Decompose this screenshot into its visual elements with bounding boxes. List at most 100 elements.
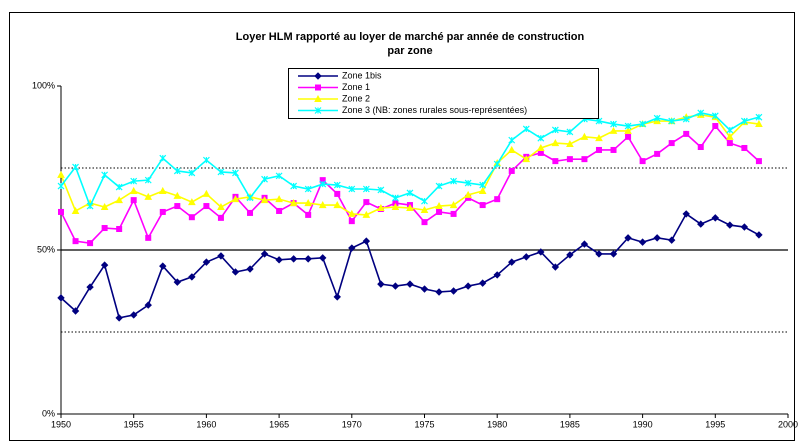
marker xyxy=(566,140,574,148)
marker xyxy=(638,238,647,246)
marker xyxy=(551,263,560,271)
marker xyxy=(725,132,734,140)
marker xyxy=(347,209,356,217)
marker xyxy=(275,256,283,264)
marker xyxy=(478,186,487,194)
marker xyxy=(362,237,371,245)
marker xyxy=(203,203,210,210)
marker xyxy=(435,288,443,296)
marker xyxy=(435,182,443,190)
marker xyxy=(697,220,705,228)
legend-label: Zone 1bis xyxy=(342,70,382,80)
marker xyxy=(682,210,690,218)
x-tick-label: 1990 xyxy=(633,419,653,429)
marker xyxy=(246,194,254,202)
marker xyxy=(57,294,65,302)
marker xyxy=(333,201,342,209)
marker xyxy=(493,271,501,279)
x-tick-label: 1960 xyxy=(196,419,216,429)
marker xyxy=(188,198,196,206)
marker xyxy=(653,234,661,242)
marker xyxy=(333,293,341,301)
marker xyxy=(639,120,647,128)
marker xyxy=(100,261,109,269)
marker xyxy=(71,307,80,315)
marker xyxy=(435,202,443,210)
marker xyxy=(697,109,705,117)
marker xyxy=(581,156,588,163)
marker xyxy=(115,196,124,204)
marker xyxy=(144,176,152,184)
marker xyxy=(159,262,167,270)
x-tick-label: 1995 xyxy=(705,419,725,429)
marker xyxy=(595,117,603,125)
marker xyxy=(711,112,719,120)
marker xyxy=(246,265,254,273)
y-tick-label: 100% xyxy=(32,80,55,90)
marker xyxy=(406,280,414,288)
marker xyxy=(551,139,560,147)
marker xyxy=(639,158,646,165)
x-tick-label: 1955 xyxy=(124,419,144,429)
marker xyxy=(624,126,632,134)
marker xyxy=(479,202,486,209)
marker xyxy=(202,156,210,164)
marker xyxy=(231,268,240,276)
marker xyxy=(537,149,544,156)
marker xyxy=(479,181,487,189)
marker xyxy=(580,132,589,140)
marker xyxy=(188,169,196,177)
marker xyxy=(174,203,181,210)
marker xyxy=(421,219,428,226)
marker xyxy=(159,208,166,215)
marker xyxy=(406,203,414,212)
marker xyxy=(377,203,385,212)
marker xyxy=(610,146,617,153)
marker xyxy=(712,123,719,130)
marker xyxy=(202,189,211,197)
marker xyxy=(315,84,321,91)
y-tick-label: 50% xyxy=(37,244,55,254)
marker xyxy=(173,278,182,286)
marker xyxy=(740,117,748,125)
marker xyxy=(304,199,313,207)
y-tick-label: 0% xyxy=(42,408,55,418)
marker xyxy=(508,167,515,174)
marker xyxy=(683,130,690,137)
marker xyxy=(595,134,603,142)
marker xyxy=(537,248,545,256)
marker xyxy=(624,122,632,130)
marker xyxy=(362,185,370,193)
marker xyxy=(653,114,661,122)
marker xyxy=(508,136,516,144)
marker xyxy=(450,210,457,217)
marker xyxy=(159,154,167,162)
marker xyxy=(654,150,661,157)
marker xyxy=(726,221,734,229)
marker xyxy=(314,107,322,114)
marker xyxy=(595,146,602,153)
legend-box xyxy=(288,68,599,119)
marker xyxy=(58,208,64,215)
marker xyxy=(449,201,458,209)
chart-title: Loyer HLM rapporté au loyer de marché pa… xyxy=(236,31,585,43)
marker xyxy=(130,177,138,185)
marker xyxy=(595,250,603,258)
marker xyxy=(464,190,472,198)
marker xyxy=(231,195,240,203)
marker xyxy=(740,223,749,231)
marker xyxy=(318,201,327,209)
marker xyxy=(609,250,618,258)
marker xyxy=(275,172,283,180)
marker xyxy=(420,285,429,293)
x-tick-label: 1965 xyxy=(269,419,289,429)
marker xyxy=(87,240,94,247)
marker xyxy=(115,314,123,322)
marker xyxy=(57,170,65,178)
marker xyxy=(188,214,195,221)
marker xyxy=(217,214,224,221)
legend-label: Zone 3 (NB: zones rurales sous-représent… xyxy=(342,105,527,115)
marker xyxy=(173,191,182,199)
